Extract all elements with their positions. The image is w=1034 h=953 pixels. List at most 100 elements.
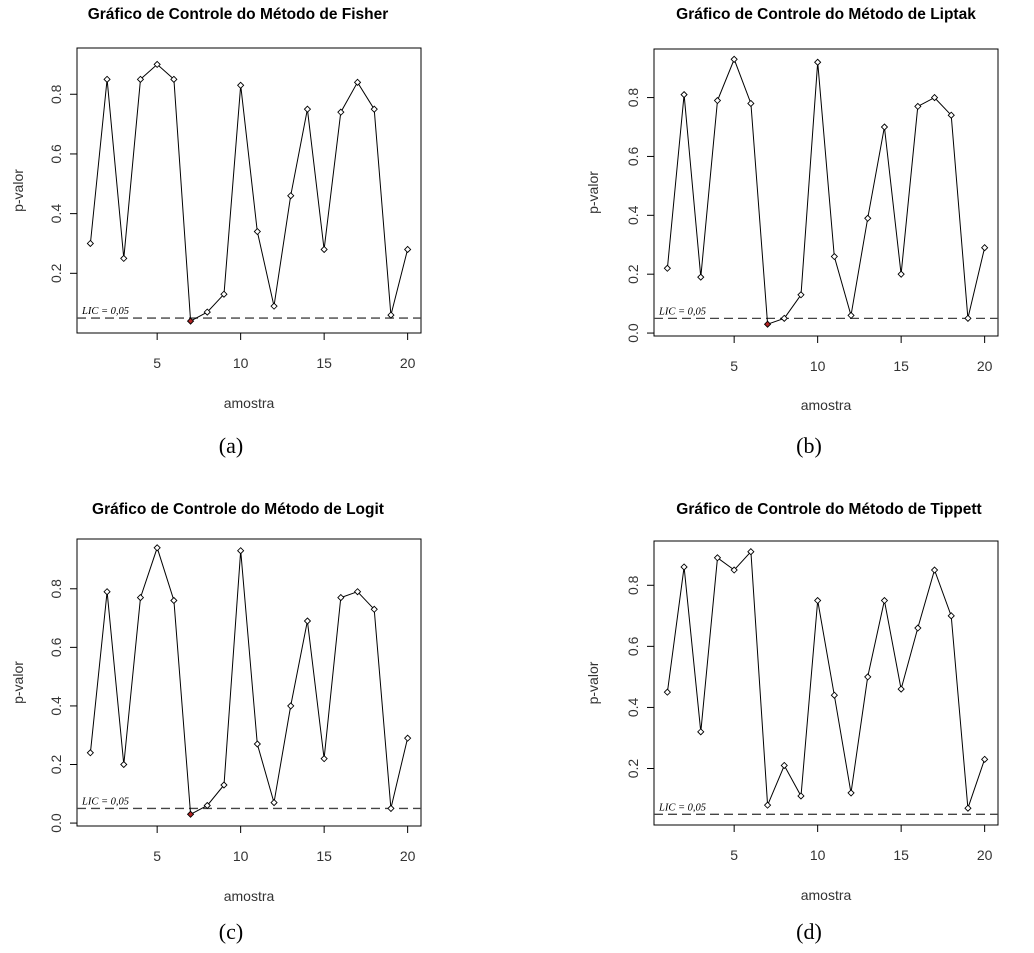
lic-label: LIC = 0,05 (658, 306, 706, 317)
data-point (120, 254, 128, 263)
panel-caption: (d) (796, 919, 822, 944)
data-point (814, 58, 822, 66)
x-tick-label: 5 (153, 848, 161, 864)
y-tick-label: 0.4 (625, 697, 641, 717)
data-point (981, 244, 989, 252)
data-point (270, 302, 278, 310)
data-point (170, 75, 178, 83)
x-axis: 5 10 15 20 (730, 336, 993, 374)
chart-panel-1: Gráfico de Controle do Método de Fisher 5… (10, 6, 422, 458)
y-tick-label: 0.2 (625, 264, 641, 284)
data-point (337, 108, 345, 116)
y-tick-label: 0.4 (48, 696, 64, 716)
lic-label: LIC = 0,05 (81, 306, 129, 317)
data-point (930, 93, 939, 102)
data-point (186, 317, 195, 325)
plot-frame (653, 48, 999, 337)
series-line (666, 57, 986, 325)
data-point (303, 105, 312, 113)
data-point (237, 547, 245, 555)
y-tick-label: 0.6 (625, 636, 641, 656)
data-point (730, 55, 738, 63)
data-point (404, 245, 412, 254)
x-axis-label: amostra (801, 887, 852, 903)
y-axis-label: p-valor (10, 169, 26, 212)
y-tick-label: 0.6 (625, 146, 641, 166)
x-tick-label: 10 (810, 847, 826, 863)
data-point (203, 308, 211, 316)
x-tick-label: 15 (893, 358, 909, 374)
y-axis: 0.0 0.2 0.4 0.6 0.8 (48, 579, 77, 833)
data-point (964, 314, 972, 322)
lic-label: LIC = 0,05 (81, 796, 129, 807)
y-tick-label: 0.2 (625, 759, 641, 779)
data-point (203, 801, 211, 810)
chart-panel-4: Gráfico de Controle do Método de Tippett… (585, 501, 999, 944)
y-axis-label: p-valor (585, 661, 601, 704)
y-tick-label: 0.2 (48, 263, 64, 283)
data-point (847, 311, 855, 320)
x-axis-label: amostra (224, 395, 275, 411)
data-point (86, 749, 94, 757)
data-point (880, 596, 889, 605)
data-point (320, 245, 328, 254)
data-point (103, 75, 111, 83)
data-point (253, 227, 261, 236)
data-point (353, 588, 362, 596)
x-tick-label: 20 (400, 848, 416, 864)
data-point (797, 792, 805, 800)
data-point (170, 596, 178, 605)
data-point (370, 105, 378, 113)
data-point (404, 734, 412, 742)
data-point (370, 605, 378, 613)
chart-title: Gráfico de Controle do Método de Logit (92, 501, 384, 518)
data-point (747, 99, 755, 108)
data-point (186, 810, 195, 818)
x-axis: 5 10 15 20 (730, 825, 993, 863)
plot-frame (76, 538, 422, 827)
y-tick-label: 0.8 (625, 575, 641, 595)
data-point (287, 192, 295, 200)
data-point (830, 252, 838, 261)
data-point (914, 624, 922, 632)
data-point (287, 702, 295, 710)
x-tick-label: 15 (316, 848, 332, 864)
series-line (666, 550, 986, 809)
y-tick-label: 0.2 (48, 755, 64, 775)
data-points (86, 60, 412, 325)
data-points (86, 544, 412, 818)
data-point (763, 801, 772, 809)
x-tick-label: 15 (316, 355, 332, 371)
data-point (153, 544, 161, 552)
y-tick-label: 0.0 (625, 323, 641, 343)
x-tick-label: 10 (810, 358, 826, 374)
data-point (747, 548, 755, 556)
lic-label: LIC = 0,05 (658, 802, 706, 813)
data-point (797, 291, 805, 299)
data-point (136, 75, 145, 83)
y-axis: 0.2 0.4 0.6 0.8 (48, 84, 77, 283)
data-point (947, 111, 955, 119)
data-point (780, 314, 788, 322)
y-tick-label: 0.8 (625, 88, 641, 108)
data-point (663, 264, 671, 272)
series-line (89, 63, 409, 322)
plot-frame (76, 47, 422, 334)
data-point (864, 214, 872, 222)
data-point (864, 673, 872, 681)
data-point (897, 270, 905, 278)
data-points (663, 548, 989, 812)
data-point (387, 311, 395, 319)
data-point (981, 755, 989, 763)
x-tick-label: 15 (893, 847, 909, 863)
data-point (964, 804, 972, 812)
x-tick-label: 5 (730, 847, 738, 863)
x-tick-label: 10 (233, 355, 249, 371)
data-point (713, 96, 722, 105)
y-tick-label: 0.4 (48, 204, 64, 224)
y-tick-label: 0.0 (48, 813, 64, 833)
data-point (897, 685, 905, 693)
data-point (880, 123, 889, 131)
